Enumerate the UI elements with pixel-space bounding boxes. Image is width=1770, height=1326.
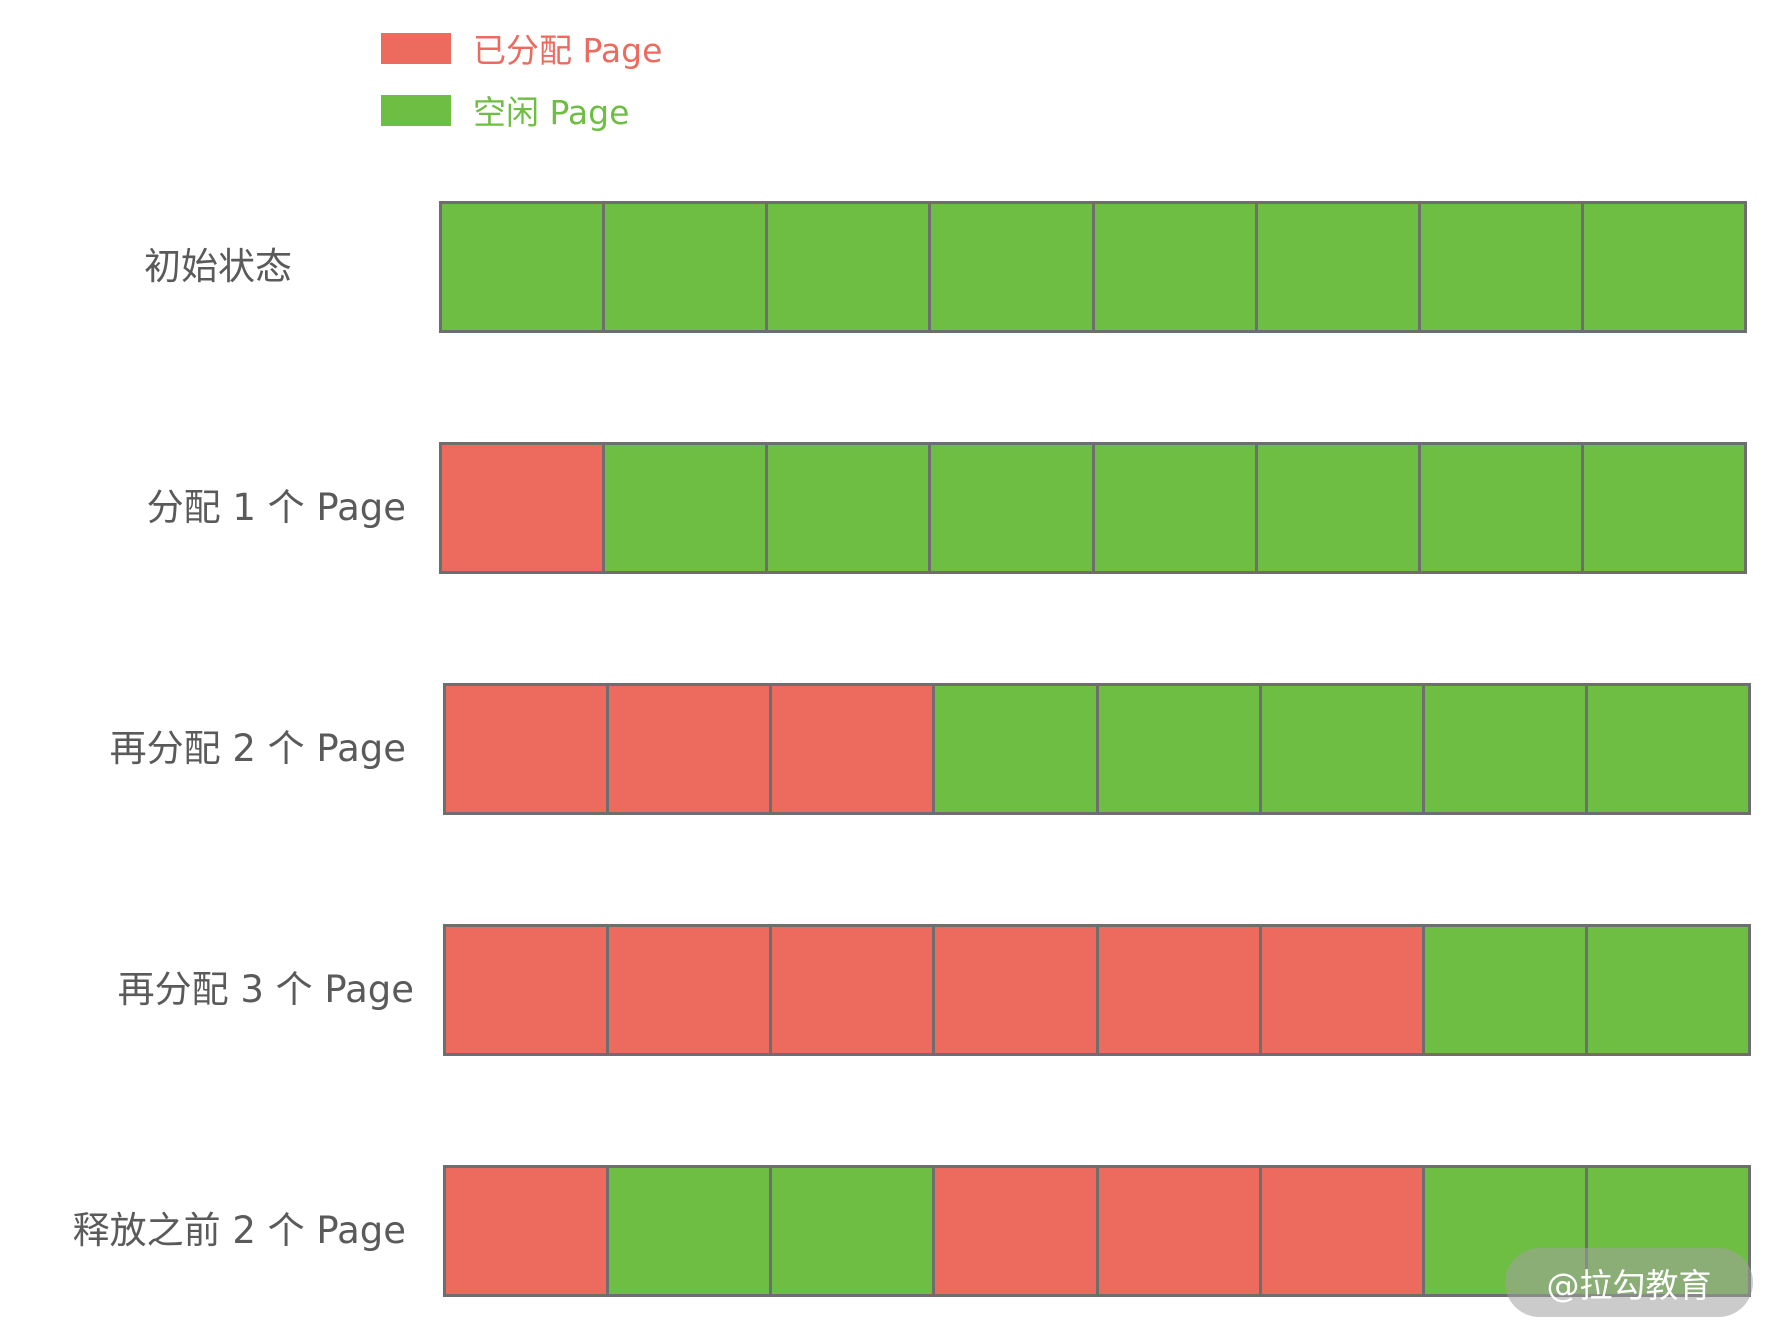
page-cell-free [605, 204, 766, 330]
row-label-alloc-1: 分配 1 个 Page [146, 486, 406, 529]
page-cell-free [935, 686, 1096, 812]
legend-swatch-free [381, 94, 451, 126]
page-cell-free [1420, 445, 1581, 571]
page-cell-free [1587, 686, 1748, 812]
page-cell-allocated [1261, 1168, 1422, 1294]
page-cell-allocated [1261, 927, 1422, 1053]
page-strip-initial [439, 201, 1747, 333]
page-strip-alloc-1 [439, 442, 1747, 574]
page-cell-free [1257, 204, 1418, 330]
page-cell-free [931, 204, 1092, 330]
page-cell-free [609, 1168, 770, 1294]
page-cell-free [605, 445, 766, 571]
page-cell-allocated [935, 1168, 1096, 1294]
page-cell-free [1424, 686, 1585, 812]
page-cell-free [1420, 204, 1581, 330]
page-cell-allocated [772, 927, 933, 1053]
page-cell-free [768, 445, 929, 571]
page-cell-allocated [609, 927, 770, 1053]
page-cell-free [442, 204, 603, 330]
row-label-alloc-3: 再分配 3 个 Page [117, 968, 414, 1011]
page-cell-free [1587, 927, 1748, 1053]
page-cell-free [1094, 445, 1255, 571]
page-cell-free [1583, 445, 1744, 571]
legend-free: 空闲 Page [381, 93, 629, 132]
page-cell-allocated [772, 686, 933, 812]
legend-swatch-allocated [381, 32, 451, 64]
page-cell-free [768, 204, 929, 330]
page-cell-free [1583, 204, 1744, 330]
page-cell-free [1424, 927, 1585, 1053]
page-cell-free [1098, 686, 1259, 812]
page-cell-allocated [446, 686, 607, 812]
page-cell-free [772, 1168, 933, 1294]
page-cell-free [931, 445, 1092, 571]
legend-allocated: 已分配 Page [381, 31, 662, 70]
page-cell-free [1094, 204, 1255, 330]
page-cell-allocated [1098, 1168, 1259, 1294]
watermark: @拉勾教育 [1505, 1248, 1753, 1317]
legend-label-allocated: 已分配 Page [473, 31, 663, 70]
row-label-alloc-2: 再分配 2 个 Page [109, 727, 406, 770]
page-cell-free [1261, 686, 1422, 812]
row-label-initial: 初始状态 [144, 245, 292, 288]
page-cell-allocated [935, 927, 1096, 1053]
row-label-free-2: 释放之前 2 个 Page [72, 1209, 406, 1252]
page-cell-allocated [1098, 927, 1259, 1053]
page-cell-free [1257, 445, 1418, 571]
page-cell-allocated [446, 1168, 607, 1294]
page-strip-alloc-2 [443, 683, 1751, 815]
page-strip-alloc-3 [443, 924, 1751, 1056]
page-cell-allocated [609, 686, 770, 812]
legend-label-free: 空闲 Page [473, 93, 630, 132]
page-cell-allocated [446, 927, 607, 1053]
page-cell-allocated [442, 445, 603, 571]
page-strip-free-2 [443, 1165, 1751, 1297]
